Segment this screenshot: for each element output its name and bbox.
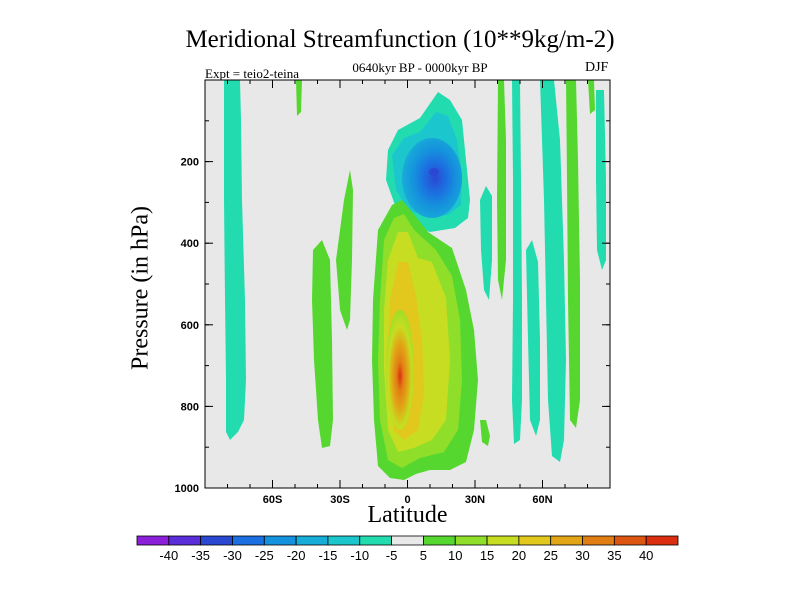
- colorbar-swatch: [518, 535, 552, 546]
- colorbar-swatch: [295, 535, 329, 546]
- colorbar-swatch: [486, 535, 520, 546]
- colorbar-label: 20: [512, 548, 526, 563]
- y-tick-label: 600: [181, 320, 199, 332]
- x-tick-label: 30N: [465, 494, 485, 506]
- contour-band-5-10n: [480, 420, 490, 446]
- colorbar-swatch: [136, 535, 170, 546]
- colorbar-swatch: [454, 535, 488, 546]
- contour-band-5-top: [296, 80, 302, 116]
- colorbar-swatch: [168, 535, 202, 546]
- chart-subtitle: 0640kyr BP - 0000kyr BP: [352, 60, 488, 75]
- experiment-label: Expt = teio2-teina: [205, 66, 299, 81]
- chart-title: Meridional Streamfunction (10**9kg/m-2): [185, 26, 615, 53]
- colorbar-label: 30: [575, 548, 589, 563]
- contour-band-neg5-35n: [480, 186, 492, 300]
- colorbar-label: -5: [386, 548, 398, 563]
- y-tick-label: 200: [181, 157, 199, 169]
- colorbar-label: 10: [448, 548, 462, 563]
- colorbar-label: 25: [543, 548, 557, 563]
- contour-band-5-20s: [336, 170, 353, 330]
- colorbar-swatch: [359, 535, 392, 546]
- x-axis-label: Latitude: [367, 502, 448, 528]
- contour-band-neg5-45n: [512, 80, 522, 444]
- colorbar-swatch: [582, 535, 615, 546]
- y-tick-label: 400: [181, 238, 199, 250]
- contour-pos-core: [386, 310, 414, 430]
- colorbar-swatch: [232, 535, 265, 546]
- colorbar-label: -30: [223, 548, 242, 563]
- colorbar-swatch: [327, 535, 361, 546]
- contour-band-neg5-55n: [526, 240, 540, 436]
- x-tick-label: 60S: [263, 494, 283, 506]
- x-axis-ticks: 60S 30S 0 30N 60N: [204, 80, 611, 506]
- colorbar-swatch: [423, 535, 456, 546]
- colorbar-swatch: [613, 535, 647, 546]
- contour-band-5-80n: [588, 80, 595, 114]
- contour-neg-core: [402, 138, 462, 218]
- colorbar-label: 5: [420, 548, 427, 563]
- colorbar-label: 15: [480, 548, 494, 563]
- x-tick-label: 0: [404, 494, 410, 506]
- contour-band-neg5-65n: [540, 80, 566, 462]
- contour-band-neg5-80s: [224, 80, 246, 440]
- contour-band-neg5-90n: [596, 90, 606, 270]
- contour-neg-minimum: [429, 168, 439, 176]
- contour-band-5-40s: [312, 240, 333, 448]
- colorbar-label: -20: [287, 548, 306, 563]
- colorbar-swatch: [391, 535, 424, 546]
- y-axis-label: Pressure (in hPa): [127, 206, 154, 370]
- colorbar-label: 40: [639, 548, 653, 563]
- contour-fields: [224, 80, 606, 480]
- x-tick-label: 30S: [330, 494, 350, 506]
- colorbar-label: -10: [350, 548, 369, 563]
- colorbar-label: -25: [255, 548, 274, 563]
- colorbar-label: -35: [191, 548, 210, 563]
- y-axis-ticks: 200 400 600 800 1000: [175, 120, 610, 495]
- colorbar: -40 -35 -30 -25 -20 -15 -10 -5 5 10 15 20 25 30 35 40: [136, 535, 679, 563]
- contour-band-5-50n: [497, 80, 506, 300]
- y-tick-label: 1000: [175, 483, 199, 495]
- colorbar-label: -15: [319, 548, 338, 563]
- colorbar-label: -40: [159, 548, 178, 563]
- season-label: DJF: [585, 60, 609, 75]
- y-tick-label: 800: [181, 401, 199, 413]
- colorbar-label: 35: [607, 548, 621, 563]
- colorbar-swatch: [263, 535, 297, 546]
- colorbar-swatch: [200, 535, 233, 546]
- colorbar-swatch: [645, 535, 679, 546]
- contour-band-5-75n: [566, 80, 580, 428]
- colorbar-swatch: [550, 535, 583, 546]
- x-tick-label: 60N: [532, 494, 552, 506]
